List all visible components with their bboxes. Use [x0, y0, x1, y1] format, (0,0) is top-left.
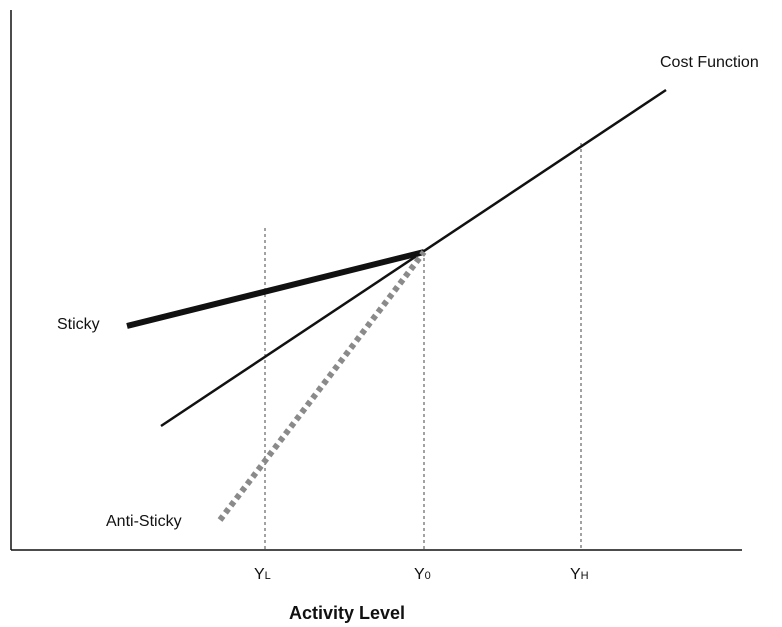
tick-y0: Y0: [414, 566, 431, 584]
tick-y0-main: Y: [414, 566, 425, 583]
sticky-line: [126, 249, 425, 329]
cost-function-line: [160, 88, 667, 428]
tick-yl-sub: L: [264, 570, 271, 582]
tick-yh-sub: H: [580, 570, 589, 582]
tick-yh: YH: [570, 566, 589, 584]
x-axis-label: Activity Level: [289, 603, 406, 623]
tick-yl: YL: [254, 566, 271, 584]
sticky-label: Sticky: [57, 316, 100, 333]
cost-function-label: Cost Function: [660, 54, 759, 71]
anti-sticky-label: Anti-Sticky: [106, 513, 182, 530]
tick-y0-sub: 0: [424, 570, 431, 582]
anti-sticky-line: [217, 250, 427, 522]
tick-yh-main: Y: [570, 566, 581, 583]
tick-yl-main: Y: [254, 566, 265, 583]
